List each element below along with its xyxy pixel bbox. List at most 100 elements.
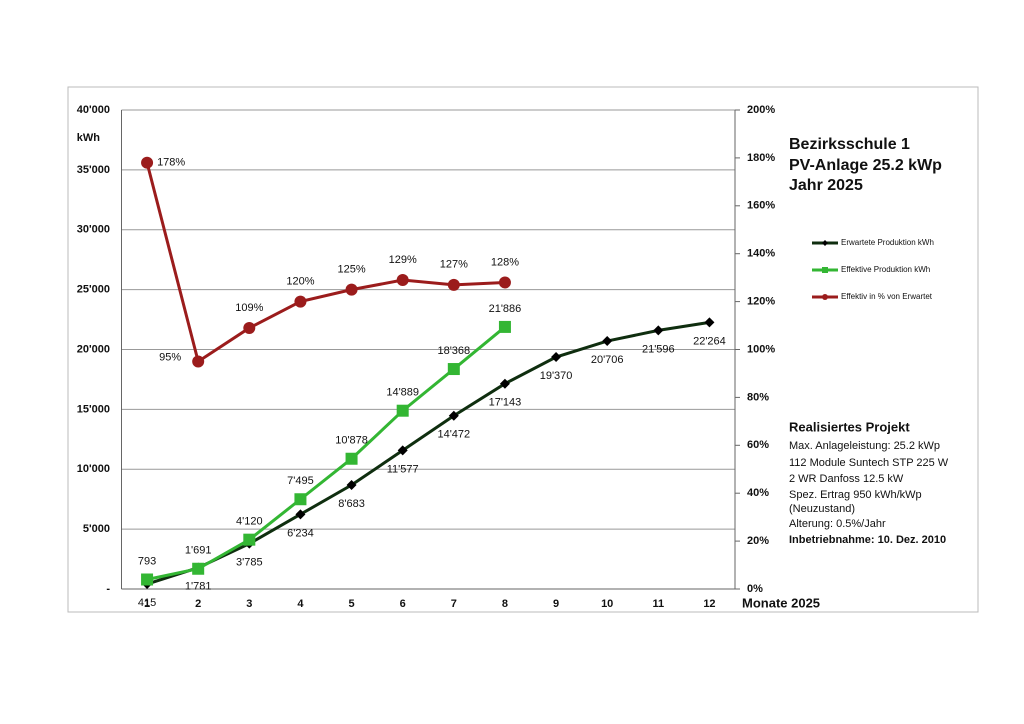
data-label: 3'785 [236, 557, 263, 569]
y-tick-label: 20'000 [77, 343, 110, 355]
point [294, 493, 307, 506]
chart-title: Jahr 2025 [789, 177, 863, 194]
series-line [145, 162, 506, 364]
point [448, 410, 459, 421]
data-label: 95% [159, 351, 181, 363]
series-line [146, 320, 710, 586]
x-tick-label: 7 [451, 598, 457, 610]
legend-marker [822, 267, 828, 273]
y-tick-label: 25'000 [77, 284, 110, 296]
point [499, 378, 510, 389]
point [243, 533, 256, 546]
data-label: 129% [389, 254, 417, 266]
point [397, 445, 408, 456]
data-label: 14'472 [437, 429, 470, 441]
y-tick-label: 10'000 [77, 463, 110, 475]
data-label: 1'781 [185, 581, 212, 593]
x-tick-label: 1 [144, 598, 150, 610]
data-label: 128% [491, 256, 519, 268]
data-label: 120% [286, 276, 314, 288]
y2-tick-label: 100% [747, 343, 775, 355]
y2-tick-label: 80% [747, 391, 769, 403]
info-heading: Realisiertes Projekt [789, 419, 910, 434]
point [704, 317, 715, 328]
point [498, 276, 511, 289]
data-label: 11'577 [387, 463, 419, 475]
info-line: (Neuzustand) [789, 503, 855, 515]
point [346, 480, 357, 491]
data-label: 8'683 [338, 498, 365, 510]
x-tick-label: 6 [400, 598, 406, 610]
series-line [146, 325, 506, 581]
y-tick-label: - [106, 583, 110, 595]
point [447, 278, 460, 291]
y2-tick-label: 180% [747, 152, 775, 164]
info-line: Inbetriebnahme: 10. Dez. 2010 [789, 534, 946, 546]
x-tick-label: 5 [349, 598, 355, 610]
info-line: Alterung: 0.5%/Jahr [789, 518, 886, 530]
data-label: 22'264 [693, 335, 726, 347]
x-tick-label: 3 [246, 598, 252, 610]
x-axis-label: Monate 2025 [742, 595, 820, 610]
info-line: Max. Anlageleistung: 25.2 kWp [789, 440, 940, 452]
y2-tick-label: 20% [747, 535, 769, 547]
y-tick-label: 15'000 [77, 403, 110, 415]
point [192, 562, 205, 575]
y2-tick-label: 120% [747, 296, 775, 308]
point [498, 320, 511, 333]
data-label: 6'234 [287, 527, 314, 539]
point [141, 573, 154, 586]
point [243, 321, 256, 334]
chart-title: Bezirksschule 1 [789, 136, 910, 153]
point [192, 355, 205, 368]
legend-label: Effektiv in % von Erwartet [841, 292, 933, 301]
x-tick-label: 4 [297, 598, 304, 610]
y-tick-label: 35'000 [77, 164, 110, 176]
x-tick-label: 8 [502, 598, 508, 610]
data-label: 20'706 [591, 354, 624, 366]
info-line: 112 Module Suntech STP 225 W [789, 457, 949, 469]
y2-tick-label: 60% [747, 439, 769, 451]
point [602, 336, 613, 347]
data-label: 18'368 [437, 345, 470, 357]
data-label: 14'889 [386, 387, 419, 399]
x-tick-label: 12 [703, 598, 715, 610]
data-label: 127% [440, 259, 468, 271]
y-tick-label: 30'000 [77, 224, 110, 236]
data-label: 1'691 [185, 545, 212, 557]
x-tick-label: 9 [553, 598, 559, 610]
x-tick-label: 11 [652, 598, 664, 610]
data-label: 4'120 [236, 516, 263, 528]
point [345, 452, 358, 465]
y-tick-label: 40'000 [77, 104, 110, 116]
chart-title: PV-Anlage 25.2 kWp [789, 157, 942, 174]
legend-marker [822, 294, 828, 300]
data-label: 125% [337, 264, 365, 276]
x-tick-label: 10 [601, 598, 613, 610]
data-label: 19'370 [540, 370, 573, 382]
data-label: 17'143 [489, 397, 522, 409]
legend-marker [822, 240, 828, 246]
info-line: 2 WR Danfoss 12.5 kW [789, 473, 904, 485]
point [295, 509, 306, 520]
y2-tick-label: 0% [747, 583, 763, 595]
data-label: 7'495 [287, 475, 314, 487]
x-tick-label: 2 [195, 598, 201, 610]
y2-tick-label: 140% [747, 248, 775, 260]
y-axis-label: kWh [77, 132, 101, 144]
point [141, 156, 154, 169]
data-label: 415 [138, 597, 156, 609]
info-line: Spez. Ertrag 950 kWh/kWp [789, 489, 922, 501]
point [396, 404, 409, 417]
y-tick-label: 5'000 [83, 523, 110, 535]
data-label: 109% [235, 302, 263, 314]
point [345, 283, 358, 296]
y2-tick-label: 160% [747, 200, 775, 212]
point [447, 363, 460, 376]
data-label: 21'596 [642, 343, 675, 355]
point [396, 274, 409, 287]
data-label: 793 [138, 555, 156, 567]
legend-label: Effektive Produktion kWh [841, 265, 930, 274]
data-label: 21'886 [489, 303, 522, 315]
